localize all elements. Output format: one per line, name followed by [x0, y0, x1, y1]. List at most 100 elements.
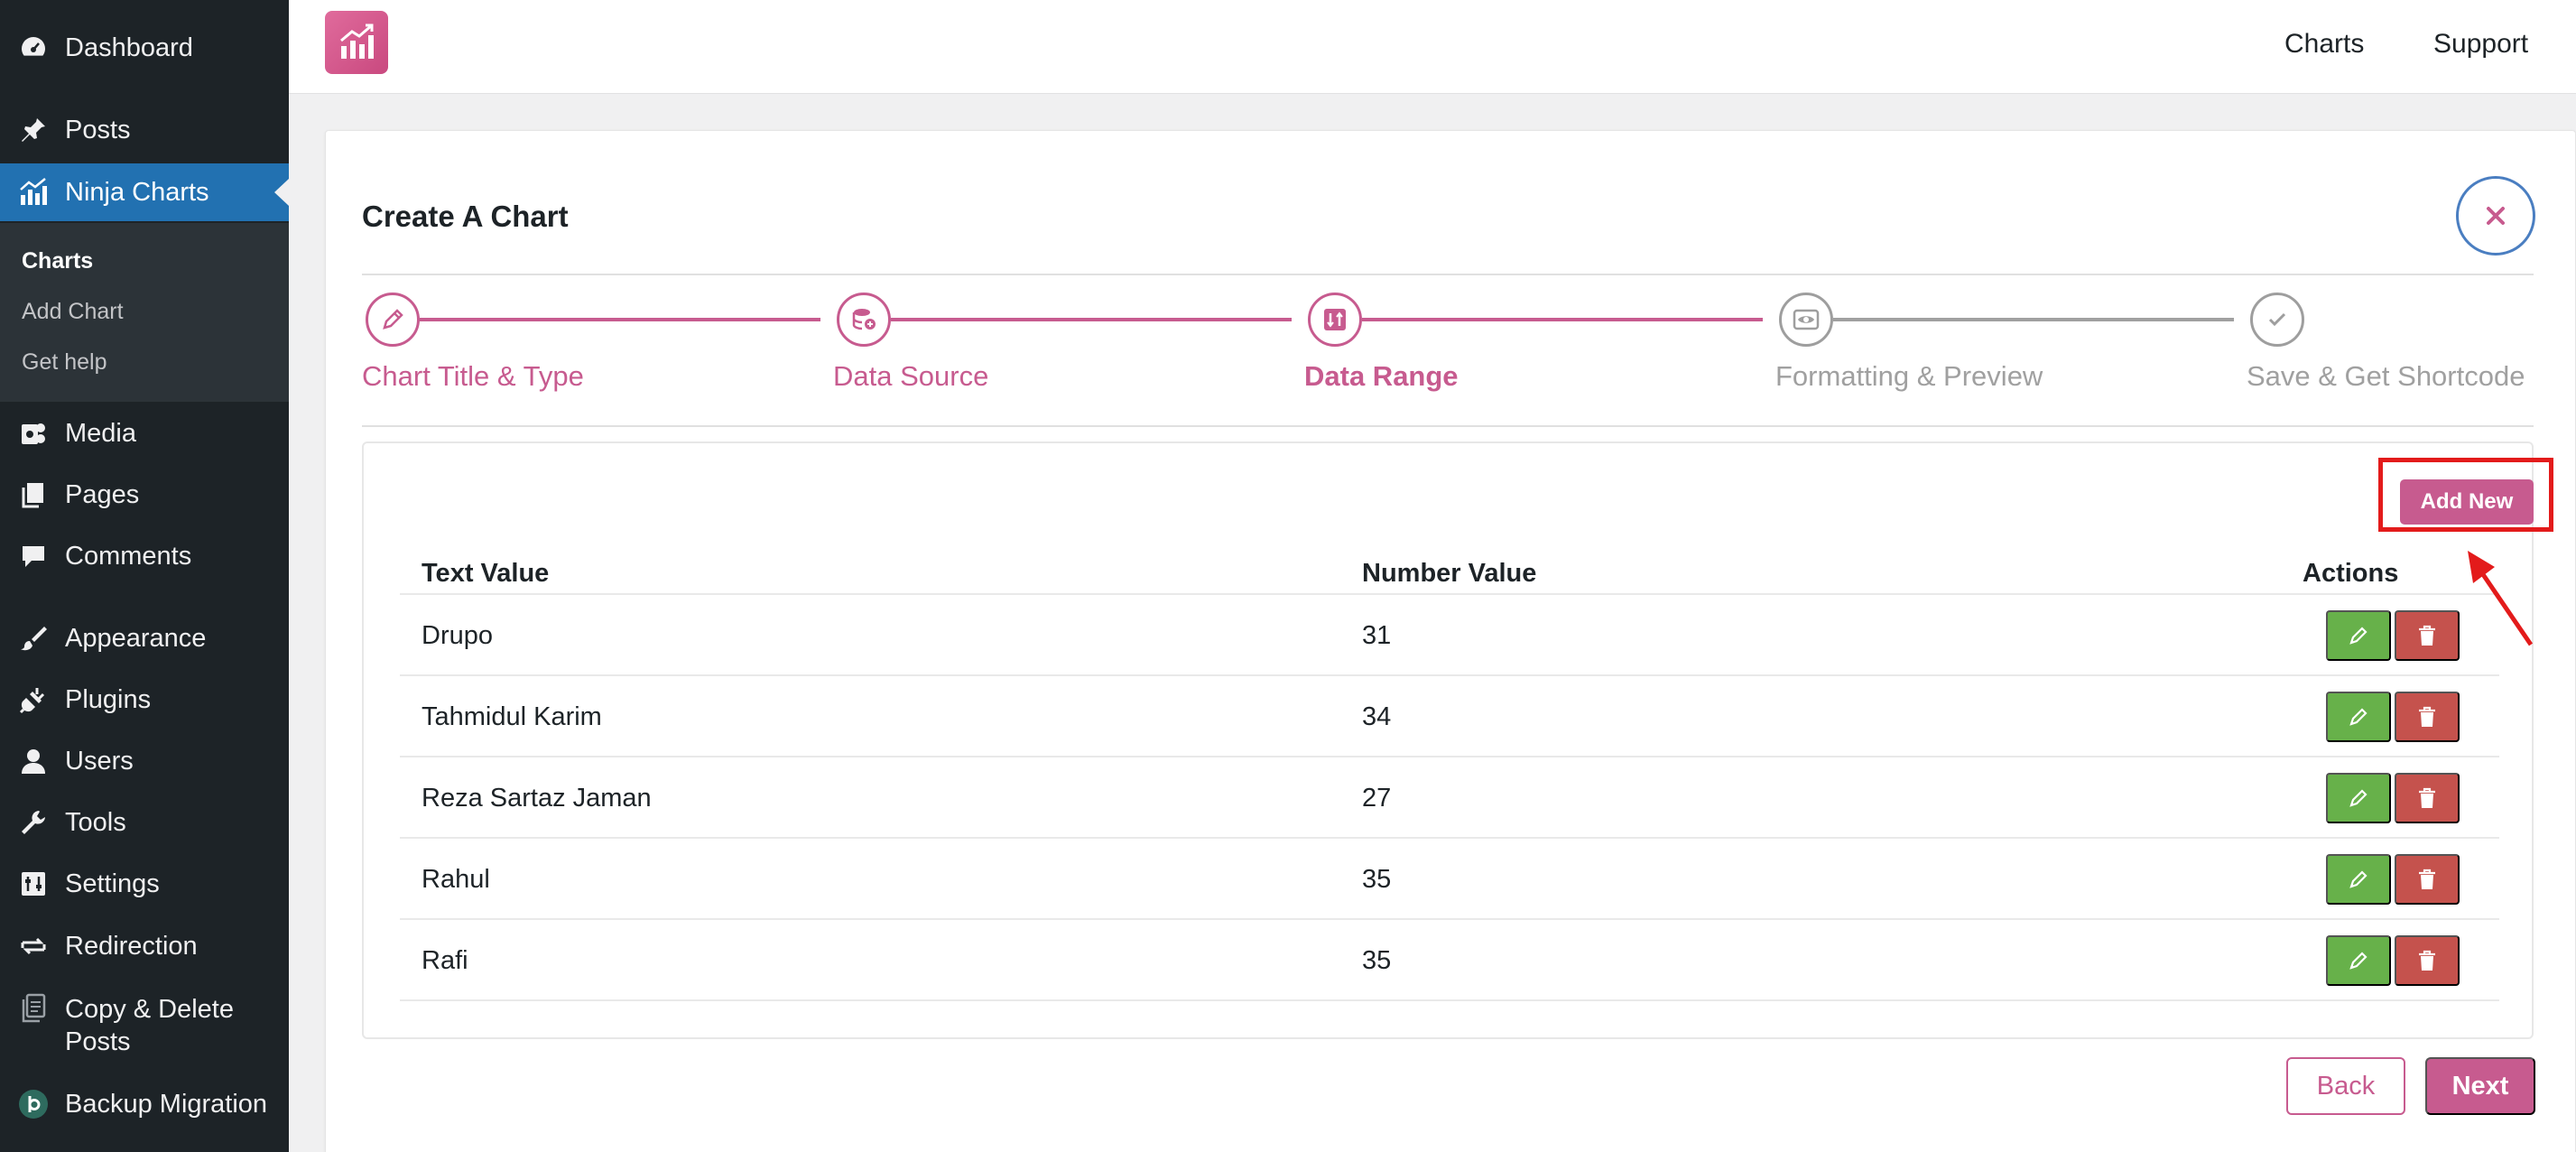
number-value-cell: 35 — [1362, 865, 1392, 894]
topnav-support-link[interactable]: Support — [2433, 29, 2529, 59]
sidebar-item-label: Copy & Delete Posts — [65, 995, 234, 1056]
delete-button[interactable] — [2395, 854, 2460, 905]
annotation-arrow-icon — [2468, 551, 2534, 646]
sidebar-item-label: Ninja Charts — [65, 177, 209, 207]
step-4-circle[interactable] — [1779, 293, 1833, 347]
data-range-panel: Add New Text Value Number Value Actions … — [362, 441, 2553, 1039]
column-header-number-value: Number Value — [1362, 559, 1537, 588]
range-icon — [1324, 309, 1346, 330]
pencil-icon — [2349, 789, 2368, 807]
number-value-cell: 27 — [1362, 784, 1392, 813]
step-2-circle[interactable] — [837, 293, 891, 347]
pencil-icon — [2349, 708, 2368, 726]
trash-icon — [2419, 950, 2435, 971]
database-icon — [852, 309, 876, 330]
sliders-icon — [16, 867, 51, 901]
admin-sidebar: Dashboard Posts Ninja Charts Charts Add … — [0, 0, 289, 1152]
number-value-cell: 35 — [1362, 946, 1392, 975]
sidebar-item-label: Media — [65, 418, 136, 448]
sidebar-item-backup-migration[interactable]: Backup Migration — [0, 1075, 289, 1133]
text-value-cell: Rafi — [422, 946, 468, 975]
step-1-label[interactable]: Chart Title & Type — [362, 360, 584, 392]
step-connector — [1362, 318, 1763, 321]
number-value-cell: 34 — [1362, 702, 1392, 731]
table-row: Tahmidul Karim 34 — [400, 674, 2499, 756]
sidebar-item-pages[interactable]: Pages — [0, 466, 289, 524]
sidebar-item-copy-delete-posts[interactable]: Copy & Delete Posts — [0, 982, 289, 1064]
table-row: Rafi 35 — [400, 918, 2499, 999]
delete-button[interactable] — [2395, 610, 2460, 661]
backup-icon — [16, 1087, 51, 1121]
plugin-topbar: Charts Support — [289, 0, 2576, 94]
trash-icon — [2419, 787, 2435, 808]
sidebar-item-users[interactable]: Users — [0, 732, 289, 790]
ninja-charts-logo[interactable] — [325, 11, 388, 74]
sidebar-item-label: Redirection — [65, 931, 198, 961]
edit-button[interactable] — [2326, 935, 2391, 986]
sidebar-item-settings[interactable]: Settings — [0, 855, 289, 913]
step-4-label[interactable]: Formatting & Preview — [1775, 360, 2043, 392]
divider — [400, 999, 2499, 1001]
trash-icon — [2419, 625, 2435, 646]
trash-icon — [2419, 706, 2435, 727]
step-connector — [891, 318, 1292, 321]
step-3-label[interactable]: Data Range — [1304, 360, 1459, 392]
topnav-charts-link[interactable]: Charts — [2284, 29, 2365, 59]
pencil-icon — [2349, 627, 2368, 645]
table-row: Reza Sartaz Jaman 27 — [400, 756, 2499, 837]
page-title: Create A Chart — [362, 200, 569, 233]
step-5-label[interactable]: Save & Get Shortcode — [2247, 360, 2525, 392]
sidebar-item-label: Settings — [65, 869, 160, 898]
submenu-item-get-help[interactable]: Get help — [22, 349, 107, 375]
column-header-text-value: Text Value — [422, 559, 550, 588]
text-value-cell: Tahmidul Karim — [422, 702, 602, 731]
brush-icon — [16, 621, 51, 655]
edit-button[interactable] — [2326, 692, 2391, 742]
check-icon — [2268, 312, 2286, 327]
back-button[interactable]: Back — [2286, 1057, 2405, 1115]
sidebar-item-label: Comments — [65, 541, 192, 571]
sidebar-item-comments[interactable]: Comments — [0, 527, 289, 585]
column-header-actions: Actions — [2303, 559, 2399, 588]
user-icon — [16, 744, 51, 778]
preview-icon — [1793, 309, 1820, 330]
step-1-circle[interactable] — [366, 293, 420, 347]
sidebar-item-dashboard[interactable]: Dashboard — [0, 19, 289, 77]
delete-button[interactable] — [2395, 935, 2460, 986]
sidebar-item-tools[interactable]: Tools — [0, 794, 289, 851]
step-3-circle[interactable] — [1308, 293, 1362, 347]
submenu-item-charts[interactable]: Charts — [22, 248, 94, 274]
sidebar-item-label: Dashboard — [65, 33, 193, 62]
add-new-button[interactable]: Add New — [2400, 479, 2534, 525]
sidebar-item-label: Users — [65, 746, 134, 776]
ninja-charts-submenu: Charts Add Chart Get help — [0, 223, 289, 402]
next-button[interactable]: Next — [2425, 1057, 2535, 1115]
dashboard-icon — [16, 31, 51, 65]
pencil-icon — [383, 309, 403, 330]
sidebar-item-ninja-charts[interactable]: Ninja Charts — [0, 163, 289, 221]
delete-button[interactable] — [2395, 773, 2460, 823]
create-chart-card: Create A Chart Chart Title & Type Data S… — [325, 130, 2576, 1152]
sidebar-item-label: Appearance — [65, 623, 207, 653]
edit-button[interactable] — [2326, 610, 2391, 661]
edit-button[interactable] — [2326, 854, 2391, 905]
sidebar-item-label: Tools — [65, 807, 126, 837]
edit-button[interactable] — [2326, 773, 2391, 823]
sidebar-item-media[interactable]: Media — [0, 404, 289, 462]
sidebar-item-redirection[interactable]: Redirection — [0, 917, 289, 975]
close-button[interactable] — [2456, 176, 2535, 255]
step-5-circle[interactable] — [2250, 293, 2304, 347]
step-2-label[interactable]: Data Source — [833, 360, 989, 392]
sidebar-item-label: Posts — [65, 115, 131, 144]
delete-button[interactable] — [2395, 692, 2460, 742]
submenu-item-add-chart[interactable]: Add Chart — [22, 299, 124, 324]
comment-icon — [16, 539, 51, 573]
sidebar-item-posts[interactable]: Posts — [0, 101, 289, 159]
sidebar-item-appearance[interactable]: Appearance — [0, 609, 289, 667]
table-row: Rahul 35 — [400, 837, 2499, 918]
text-value-cell: Rahul — [422, 865, 490, 894]
pencil-icon — [2349, 870, 2368, 888]
sidebar-item-plugins[interactable]: Plugins — [0, 671, 289, 729]
wrench-icon — [16, 805, 51, 840]
table-row: Drupo 31 — [400, 593, 2499, 674]
